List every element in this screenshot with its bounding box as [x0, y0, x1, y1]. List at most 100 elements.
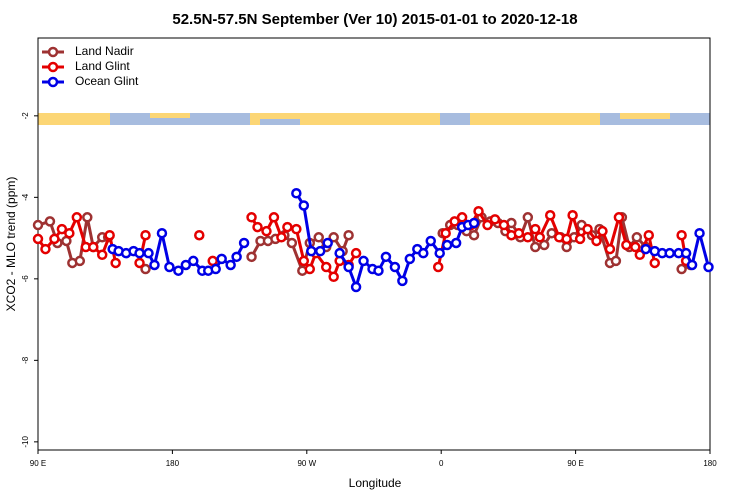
data-point	[314, 245, 326, 257]
data-point	[173, 265, 184, 276]
data-point	[149, 259, 160, 271]
data-point	[631, 232, 643, 243]
data-point	[694, 227, 705, 239]
data-point	[291, 223, 302, 235]
data-point	[328, 232, 339, 243]
data-point	[649, 257, 660, 269]
data-point	[261, 225, 272, 237]
data-point	[676, 263, 687, 275]
data-point	[473, 205, 484, 217]
data-point	[304, 263, 316, 275]
data-point	[313, 232, 324, 243]
data-point	[96, 249, 108, 261]
data-point	[358, 255, 369, 267]
data-point	[643, 229, 655, 241]
data-point	[32, 219, 44, 231]
data-point	[286, 237, 298, 249]
data-point	[56, 223, 68, 235]
map-strip	[38, 113, 710, 125]
data-point	[238, 237, 250, 249]
data-point	[397, 275, 408, 287]
legend-marker	[47, 46, 59, 58]
data-point	[276, 232, 287, 243]
data-point	[246, 251, 257, 263]
legend-label: Land Nadir	[75, 44, 134, 58]
data-point	[49, 233, 60, 245]
legend-label: Ocean Glint	[75, 74, 139, 88]
data-point	[450, 237, 462, 249]
data-point	[498, 219, 510, 231]
data-point	[134, 257, 145, 269]
data-point	[597, 225, 608, 237]
data-point	[703, 261, 714, 273]
data-point	[110, 257, 121, 269]
chart-title: 52.5N-57.5N September (Ver 10) 2015-01-0…	[172, 11, 577, 28]
data-point	[134, 247, 145, 259]
data-point	[561, 241, 572, 253]
data-point	[567, 210, 578, 221]
data-point	[246, 212, 257, 223]
data-point	[582, 223, 593, 235]
data-point	[676, 229, 687, 241]
data-point	[104, 229, 115, 241]
data-point	[538, 239, 550, 251]
data-point	[180, 259, 192, 271]
data-point	[621, 239, 632, 251]
data-point	[350, 247, 362, 259]
y-axis-label: XCO2 - MLO trend (ppm)	[4, 177, 18, 312]
y-tick-label: -8	[21, 356, 30, 364]
data-point	[425, 235, 436, 247]
x-tick-label: 0	[439, 459, 444, 468]
data-point	[207, 255, 218, 267]
data-point	[640, 243, 652, 255]
data-point	[434, 247, 445, 259]
data-point	[418, 247, 429, 259]
data-point	[610, 255, 622, 267]
series	[32, 205, 692, 283]
data-point	[231, 251, 242, 263]
data-point	[32, 233, 44, 245]
x-axis-label: Longitude	[349, 476, 402, 490]
data-point	[322, 237, 333, 249]
series	[107, 188, 714, 293]
data-point	[74, 255, 86, 267]
data-point	[350, 281, 362, 293]
data-point	[298, 200, 310, 211]
data-point	[432, 261, 444, 273]
data-point	[71, 212, 83, 223]
x-tick-label: 180	[703, 459, 717, 468]
data-point	[482, 219, 493, 231]
data-point	[604, 243, 616, 255]
data-point	[140, 229, 151, 241]
data-point	[143, 247, 154, 259]
data-point	[82, 212, 93, 223]
data-point	[561, 233, 572, 245]
y-tick-label: -4	[21, 193, 30, 201]
data-point	[373, 265, 384, 276]
data-point	[328, 271, 339, 283]
data-point	[522, 232, 534, 243]
data-point	[40, 243, 51, 255]
data-point	[252, 221, 263, 233]
data-point	[468, 229, 480, 241]
data-point	[225, 259, 236, 271]
legend-marker	[47, 76, 59, 88]
data-point	[440, 227, 451, 239]
data-point	[298, 255, 310, 267]
y-tick-label: -10	[21, 436, 30, 448]
data-point	[334, 247, 345, 259]
x-tick-label: 180	[166, 459, 180, 468]
data-point	[449, 216, 460, 227]
data-point	[343, 261, 354, 273]
data-point	[664, 247, 675, 259]
data-point	[489, 214, 501, 225]
y-tick-label: -6	[21, 275, 30, 283]
data-point	[634, 249, 646, 261]
data-point	[380, 251, 392, 263]
data-point	[194, 229, 205, 241]
data-point	[613, 212, 625, 223]
data-point	[188, 255, 199, 267]
data-point	[320, 261, 332, 273]
data-point	[64, 227, 75, 239]
